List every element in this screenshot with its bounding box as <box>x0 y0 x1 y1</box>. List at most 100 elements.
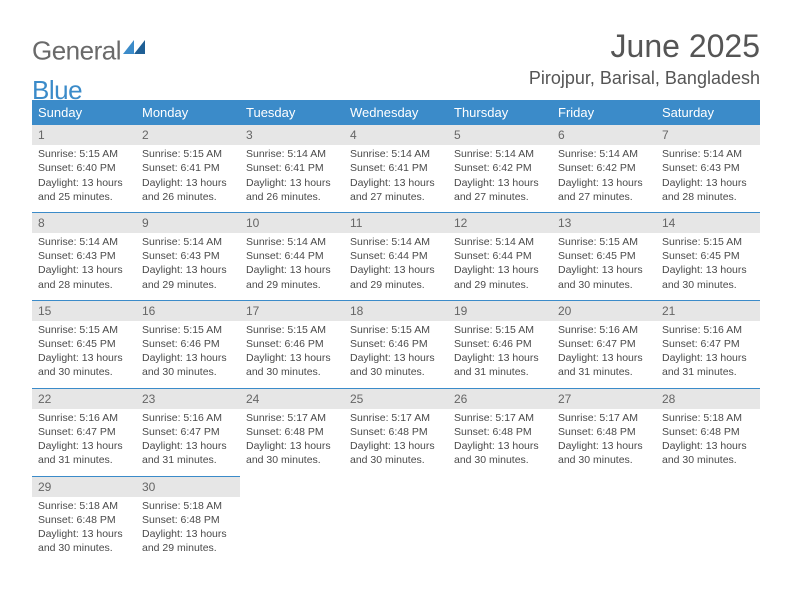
day-number: 13 <box>552 213 656 233</box>
day-cell: 8Sunrise: 5:14 AMSunset: 6:43 PMDaylight… <box>32 212 136 300</box>
day-body: Sunrise: 5:14 AMSunset: 6:44 PMDaylight:… <box>448 235 552 296</box>
day-body: Sunrise: 5:14 AMSunset: 6:41 PMDaylight:… <box>344 147 448 208</box>
weekday-header: Saturday <box>656 100 760 125</box>
empty-day-cell <box>656 476 760 563</box>
day-cell: 2Sunrise: 5:15 AMSunset: 6:41 PMDaylight… <box>136 125 240 213</box>
day-cell: 17Sunrise: 5:15 AMSunset: 6:46 PMDayligh… <box>240 300 344 388</box>
day-body: Sunrise: 5:14 AMSunset: 6:42 PMDaylight:… <box>448 147 552 208</box>
brand-text-2: Blue <box>32 75 82 105</box>
day-cell: 21Sunrise: 5:16 AMSunset: 6:47 PMDayligh… <box>656 300 760 388</box>
day-number: 19 <box>448 301 552 321</box>
day-cell: 29Sunrise: 5:18 AMSunset: 6:48 PMDayligh… <box>32 476 136 563</box>
day-number: 24 <box>240 389 344 409</box>
day-body: Sunrise: 5:16 AMSunset: 6:47 PMDaylight:… <box>32 411 136 472</box>
calendar-week-row: 8Sunrise: 5:14 AMSunset: 6:43 PMDaylight… <box>32 212 760 300</box>
day-cell: 12Sunrise: 5:14 AMSunset: 6:44 PMDayligh… <box>448 212 552 300</box>
day-cell: 9Sunrise: 5:14 AMSunset: 6:43 PMDaylight… <box>136 212 240 300</box>
day-cell: 18Sunrise: 5:15 AMSunset: 6:46 PMDayligh… <box>344 300 448 388</box>
day-body: Sunrise: 5:15 AMSunset: 6:46 PMDaylight:… <box>240 323 344 384</box>
day-cell: 4Sunrise: 5:14 AMSunset: 6:41 PMDaylight… <box>344 125 448 213</box>
day-cell: 26Sunrise: 5:17 AMSunset: 6:48 PMDayligh… <box>448 388 552 476</box>
day-number: 25 <box>344 389 448 409</box>
day-body: Sunrise: 5:15 AMSunset: 6:45 PMDaylight:… <box>656 235 760 296</box>
day-number: 28 <box>656 389 760 409</box>
weekday-header: Thursday <box>448 100 552 125</box>
day-body: Sunrise: 5:15 AMSunset: 6:41 PMDaylight:… <box>136 147 240 208</box>
day-body: Sunrise: 5:15 AMSunset: 6:45 PMDaylight:… <box>32 323 136 384</box>
day-number: 12 <box>448 213 552 233</box>
day-number: 3 <box>240 125 344 145</box>
day-cell: 10Sunrise: 5:14 AMSunset: 6:44 PMDayligh… <box>240 212 344 300</box>
empty-day-cell <box>552 476 656 563</box>
day-cell: 16Sunrise: 5:15 AMSunset: 6:46 PMDayligh… <box>136 300 240 388</box>
day-cell: 22Sunrise: 5:16 AMSunset: 6:47 PMDayligh… <box>32 388 136 476</box>
day-body: Sunrise: 5:14 AMSunset: 6:43 PMDaylight:… <box>136 235 240 296</box>
page-title: June 2025 <box>611 28 760 65</box>
day-cell: 15Sunrise: 5:15 AMSunset: 6:45 PMDayligh… <box>32 300 136 388</box>
weekday-header: Monday <box>136 100 240 125</box>
day-number: 20 <box>552 301 656 321</box>
day-number: 7 <box>656 125 760 145</box>
day-body: Sunrise: 5:18 AMSunset: 6:48 PMDaylight:… <box>656 411 760 472</box>
day-body: Sunrise: 5:17 AMSunset: 6:48 PMDaylight:… <box>344 411 448 472</box>
day-cell: 6Sunrise: 5:14 AMSunset: 6:42 PMDaylight… <box>552 125 656 213</box>
day-number: 18 <box>344 301 448 321</box>
day-number: 26 <box>448 389 552 409</box>
weekday-header: Tuesday <box>240 100 344 125</box>
day-body: Sunrise: 5:16 AMSunset: 6:47 PMDaylight:… <box>656 323 760 384</box>
day-body: Sunrise: 5:17 AMSunset: 6:48 PMDaylight:… <box>552 411 656 472</box>
day-body: Sunrise: 5:15 AMSunset: 6:46 PMDaylight:… <box>136 323 240 384</box>
day-body: Sunrise: 5:14 AMSunset: 6:41 PMDaylight:… <box>240 147 344 208</box>
day-number: 17 <box>240 301 344 321</box>
day-body: Sunrise: 5:15 AMSunset: 6:45 PMDaylight:… <box>552 235 656 296</box>
day-number: 6 <box>552 125 656 145</box>
empty-day-cell <box>344 476 448 563</box>
empty-day-cell <box>240 476 344 563</box>
day-cell: 23Sunrise: 5:16 AMSunset: 6:47 PMDayligh… <box>136 388 240 476</box>
day-number: 11 <box>344 213 448 233</box>
day-number: 2 <box>136 125 240 145</box>
day-body: Sunrise: 5:17 AMSunset: 6:48 PMDaylight:… <box>240 411 344 472</box>
day-number: 8 <box>32 213 136 233</box>
day-cell: 1Sunrise: 5:15 AMSunset: 6:40 PMDaylight… <box>32 125 136 213</box>
weekday-header: Friday <box>552 100 656 125</box>
day-number: 9 <box>136 213 240 233</box>
calendar-week-row: 15Sunrise: 5:15 AMSunset: 6:45 PMDayligh… <box>32 300 760 388</box>
weekday-header: Wednesday <box>344 100 448 125</box>
logo-mark-icon <box>123 30 145 61</box>
day-number: 22 <box>32 389 136 409</box>
empty-day-cell <box>448 476 552 563</box>
day-number: 16 <box>136 301 240 321</box>
day-cell: 11Sunrise: 5:14 AMSunset: 6:44 PMDayligh… <box>344 212 448 300</box>
day-body: Sunrise: 5:17 AMSunset: 6:48 PMDaylight:… <box>448 411 552 472</box>
day-cell: 13Sunrise: 5:15 AMSunset: 6:45 PMDayligh… <box>552 212 656 300</box>
calendar-week-row: 22Sunrise: 5:16 AMSunset: 6:47 PMDayligh… <box>32 388 760 476</box>
day-number: 29 <box>32 477 136 497</box>
day-body: Sunrise: 5:15 AMSunset: 6:40 PMDaylight:… <box>32 147 136 208</box>
day-cell: 20Sunrise: 5:16 AMSunset: 6:47 PMDayligh… <box>552 300 656 388</box>
day-number: 4 <box>344 125 448 145</box>
day-body: Sunrise: 5:14 AMSunset: 6:42 PMDaylight:… <box>552 147 656 208</box>
calendar-grid: SundayMondayTuesdayWednesdayThursdayFrid… <box>32 100 760 563</box>
day-number: 23 <box>136 389 240 409</box>
day-body: Sunrise: 5:14 AMSunset: 6:43 PMDaylight:… <box>32 235 136 296</box>
day-cell: 19Sunrise: 5:15 AMSunset: 6:46 PMDayligh… <box>448 300 552 388</box>
day-number: 1 <box>32 125 136 145</box>
brand-logo: General Blue <box>32 30 145 106</box>
day-number: 5 <box>448 125 552 145</box>
day-cell: 3Sunrise: 5:14 AMSunset: 6:41 PMDaylight… <box>240 125 344 213</box>
day-cell: 27Sunrise: 5:17 AMSunset: 6:48 PMDayligh… <box>552 388 656 476</box>
day-cell: 7Sunrise: 5:14 AMSunset: 6:43 PMDaylight… <box>656 125 760 213</box>
day-number: 10 <box>240 213 344 233</box>
day-cell: 30Sunrise: 5:18 AMSunset: 6:48 PMDayligh… <box>136 476 240 563</box>
day-body: Sunrise: 5:15 AMSunset: 6:46 PMDaylight:… <box>344 323 448 384</box>
day-cell: 24Sunrise: 5:17 AMSunset: 6:48 PMDayligh… <box>240 388 344 476</box>
location-text: Pirojpur, Barisal, Bangladesh <box>529 68 760 89</box>
day-body: Sunrise: 5:15 AMSunset: 6:46 PMDaylight:… <box>448 323 552 384</box>
day-number: 14 <box>656 213 760 233</box>
day-number: 30 <box>136 477 240 497</box>
day-cell: 5Sunrise: 5:14 AMSunset: 6:42 PMDaylight… <box>448 125 552 213</box>
day-body: Sunrise: 5:14 AMSunset: 6:44 PMDaylight:… <box>344 235 448 296</box>
day-body: Sunrise: 5:18 AMSunset: 6:48 PMDaylight:… <box>136 499 240 560</box>
day-body: Sunrise: 5:16 AMSunset: 6:47 PMDaylight:… <box>136 411 240 472</box>
